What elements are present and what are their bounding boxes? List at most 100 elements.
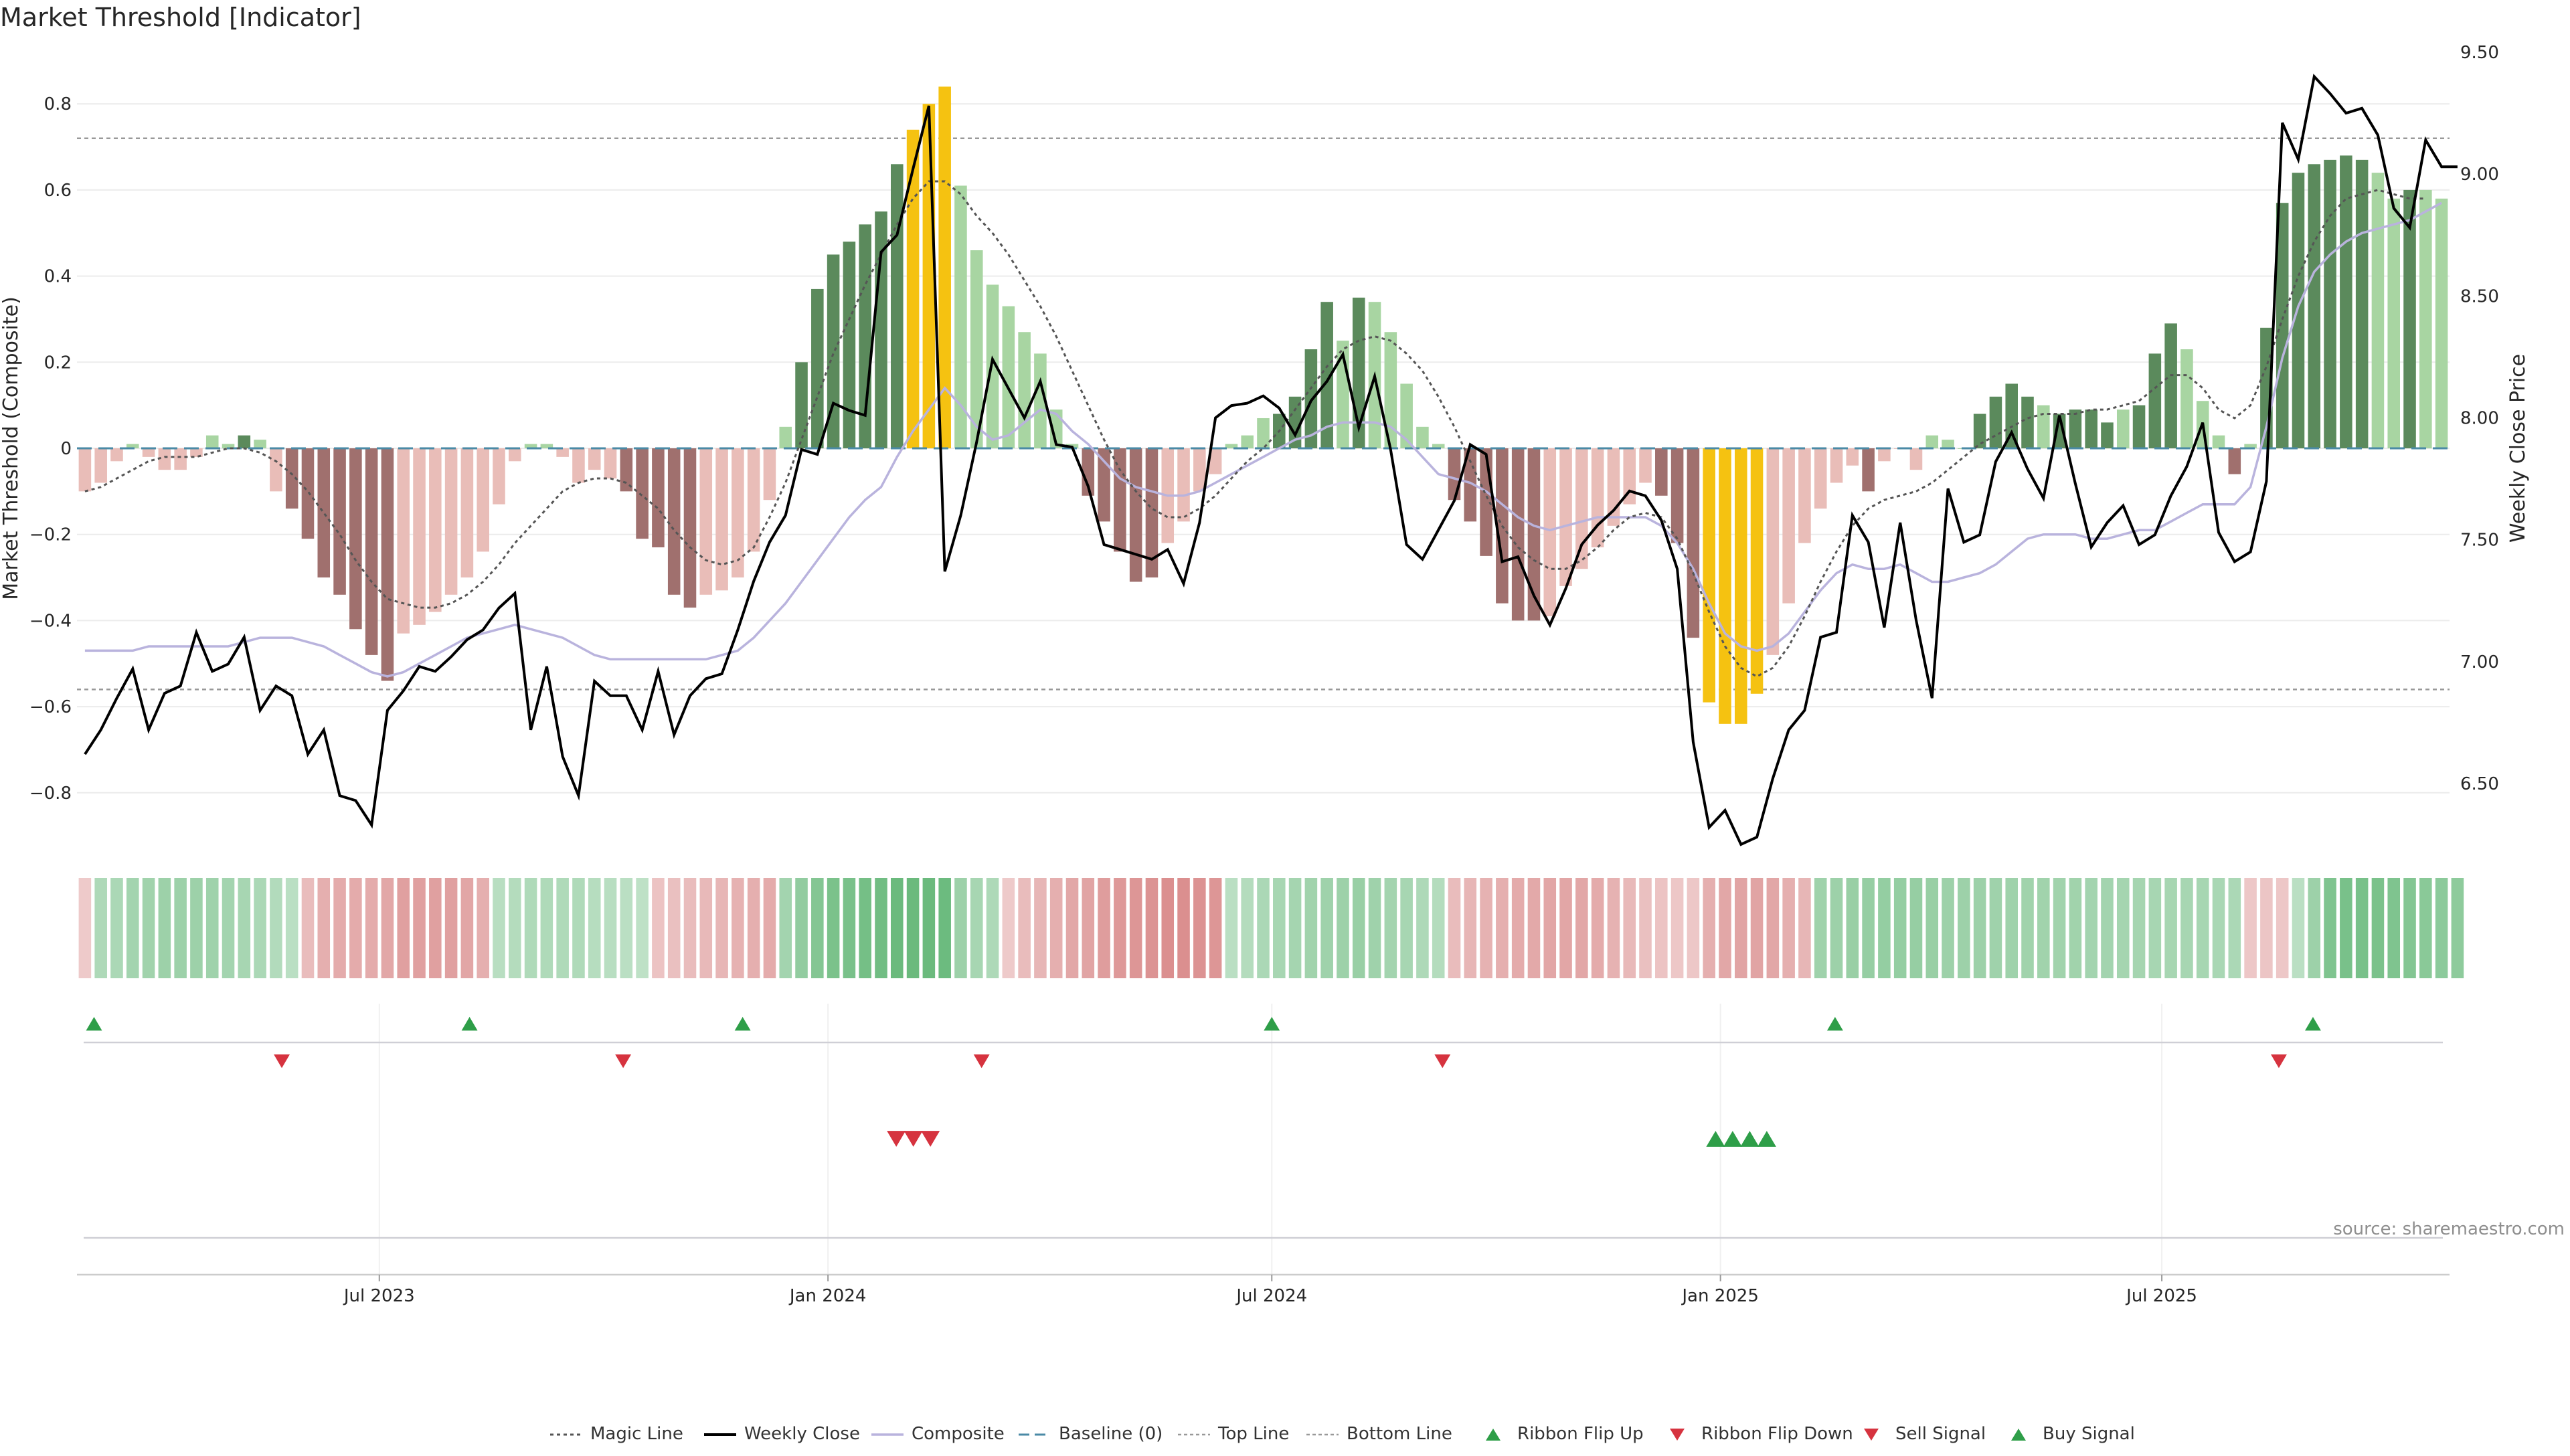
ribbon-cell [508,878,521,978]
ribbon-cell [1273,878,1286,978]
legend-item-top: Top Line [1177,1424,1289,1444]
composite-bar [1719,448,1731,724]
legend-swatch-top [1178,1433,1210,1435]
legend-item-flipup: Ribbon Flip Up [1476,1424,1644,1444]
composite-bar [2164,323,2177,448]
composite-bar [1942,440,1954,448]
ribbon-cell [1098,878,1110,978]
ribbon-cell [1750,878,1764,978]
composite-bar [1018,332,1031,448]
buy-signal-marker [1723,1131,1742,1147]
legend-swatch-composite [871,1433,904,1436]
composite-bar [1177,448,1190,522]
composite-bar [1575,448,1588,569]
composite-bar [1400,383,1413,448]
composite-bar [413,448,426,625]
composite-bar [78,448,92,492]
composite-bar [270,448,282,492]
composite-bar [2053,414,2066,448]
ribbon-cell [1368,878,1381,978]
legend-label: Buy Signal [2043,1424,2135,1444]
y-tick-label-right: 8.50 [2460,286,2499,306]
composite-bar [1257,418,1270,448]
ribbon-cell [604,878,617,978]
x-tick-label: Jul 2024 [1235,1286,1307,1306]
composite-bar [2340,155,2352,448]
ribbon-cell [477,878,489,978]
legend-swatch-buy [2011,1428,2026,1441]
ribbon-cell [413,878,426,978]
composite-bar [2037,405,2050,448]
ribbon-cell [986,878,999,978]
ribbon-cell [2435,878,2448,978]
ribbon-cell [2292,878,2305,978]
composite-bar [1878,448,1891,462]
composite-bar [2403,189,2416,448]
chart-legend: Magic Line Weekly Close Composite Baseline … [0,1424,2570,1456]
ribbon-cell [1623,878,1636,978]
composite-bar [174,448,187,470]
ribbon-cell [827,878,840,978]
ribbon-cell [444,878,458,978]
ribbon-cell [1925,878,1939,978]
ribbon-cell [954,878,967,978]
ribbon-cell [285,878,298,978]
composite-bar [2228,448,2241,474]
composite-bar [1862,448,1875,492]
ribbon-cell [1049,878,1063,978]
composite-bar [891,164,904,448]
ribbon-cell [1145,878,1159,978]
composite-bar [652,448,665,547]
composite-bar [222,444,235,448]
ribbon-cell [2260,878,2273,978]
ribbon-cell [1814,878,1827,978]
y-tick-label-left: 0.6 [44,181,72,201]
ribbon-cell [1432,878,1445,978]
composite-bar [2435,198,2448,448]
composite-bar [142,448,155,457]
ribbon-cell [2085,878,2097,978]
composite-bar [763,448,776,500]
composite-bar [317,448,331,578]
composite-bar [2292,173,2305,448]
buy-signal-marker [1757,1131,1776,1147]
composite-bar [1432,444,1445,448]
ribbon-cell [238,878,251,978]
composite-bar [2148,353,2162,448]
y-tick-label-right: 6.50 [2460,774,2499,794]
ribbon-cell [1304,878,1318,978]
ribbon-cell [2244,878,2257,978]
ribbon-cell [1655,878,1668,978]
ribbon-cell [1942,878,1954,978]
composite-bar [556,448,569,457]
legend-item-buy: Buy Signal [2001,1424,2135,1444]
ribbon-cell [1734,878,1747,978]
ribbon-cell [588,878,601,978]
composite-bar [1655,448,1668,496]
composite-bar [540,444,553,448]
ribbon-cell [1464,878,1477,978]
ribbon-cell [1973,878,1986,978]
ribbon-cell [1480,878,1492,978]
ribbon-cell [78,878,92,978]
ribbon-cell [1607,878,1620,978]
ribbon-cell [779,878,792,978]
composite-bar [2212,435,2225,448]
composite-bar [2244,444,2257,448]
composite-bar [2371,173,2385,448]
ribbon-cell [683,878,697,978]
composite-bar [779,426,792,448]
composite-bar [2180,349,2193,448]
composite-bar [1846,448,1859,466]
composite-bar [2308,164,2321,448]
ribbon-cell [1591,878,1604,978]
composite-bar [2085,410,2097,448]
composite-bar [429,448,442,612]
legend-item-composite: Composite [870,1424,1005,1444]
ribbon-cell [1798,878,1811,978]
x-tick-label: Jul 2023 [343,1286,415,1306]
ribbon-cell [301,878,315,978]
ribbon-cell [1161,878,1175,978]
y-tick-label-left: 0.2 [44,353,72,373]
ribbon-cell [2228,878,2241,978]
